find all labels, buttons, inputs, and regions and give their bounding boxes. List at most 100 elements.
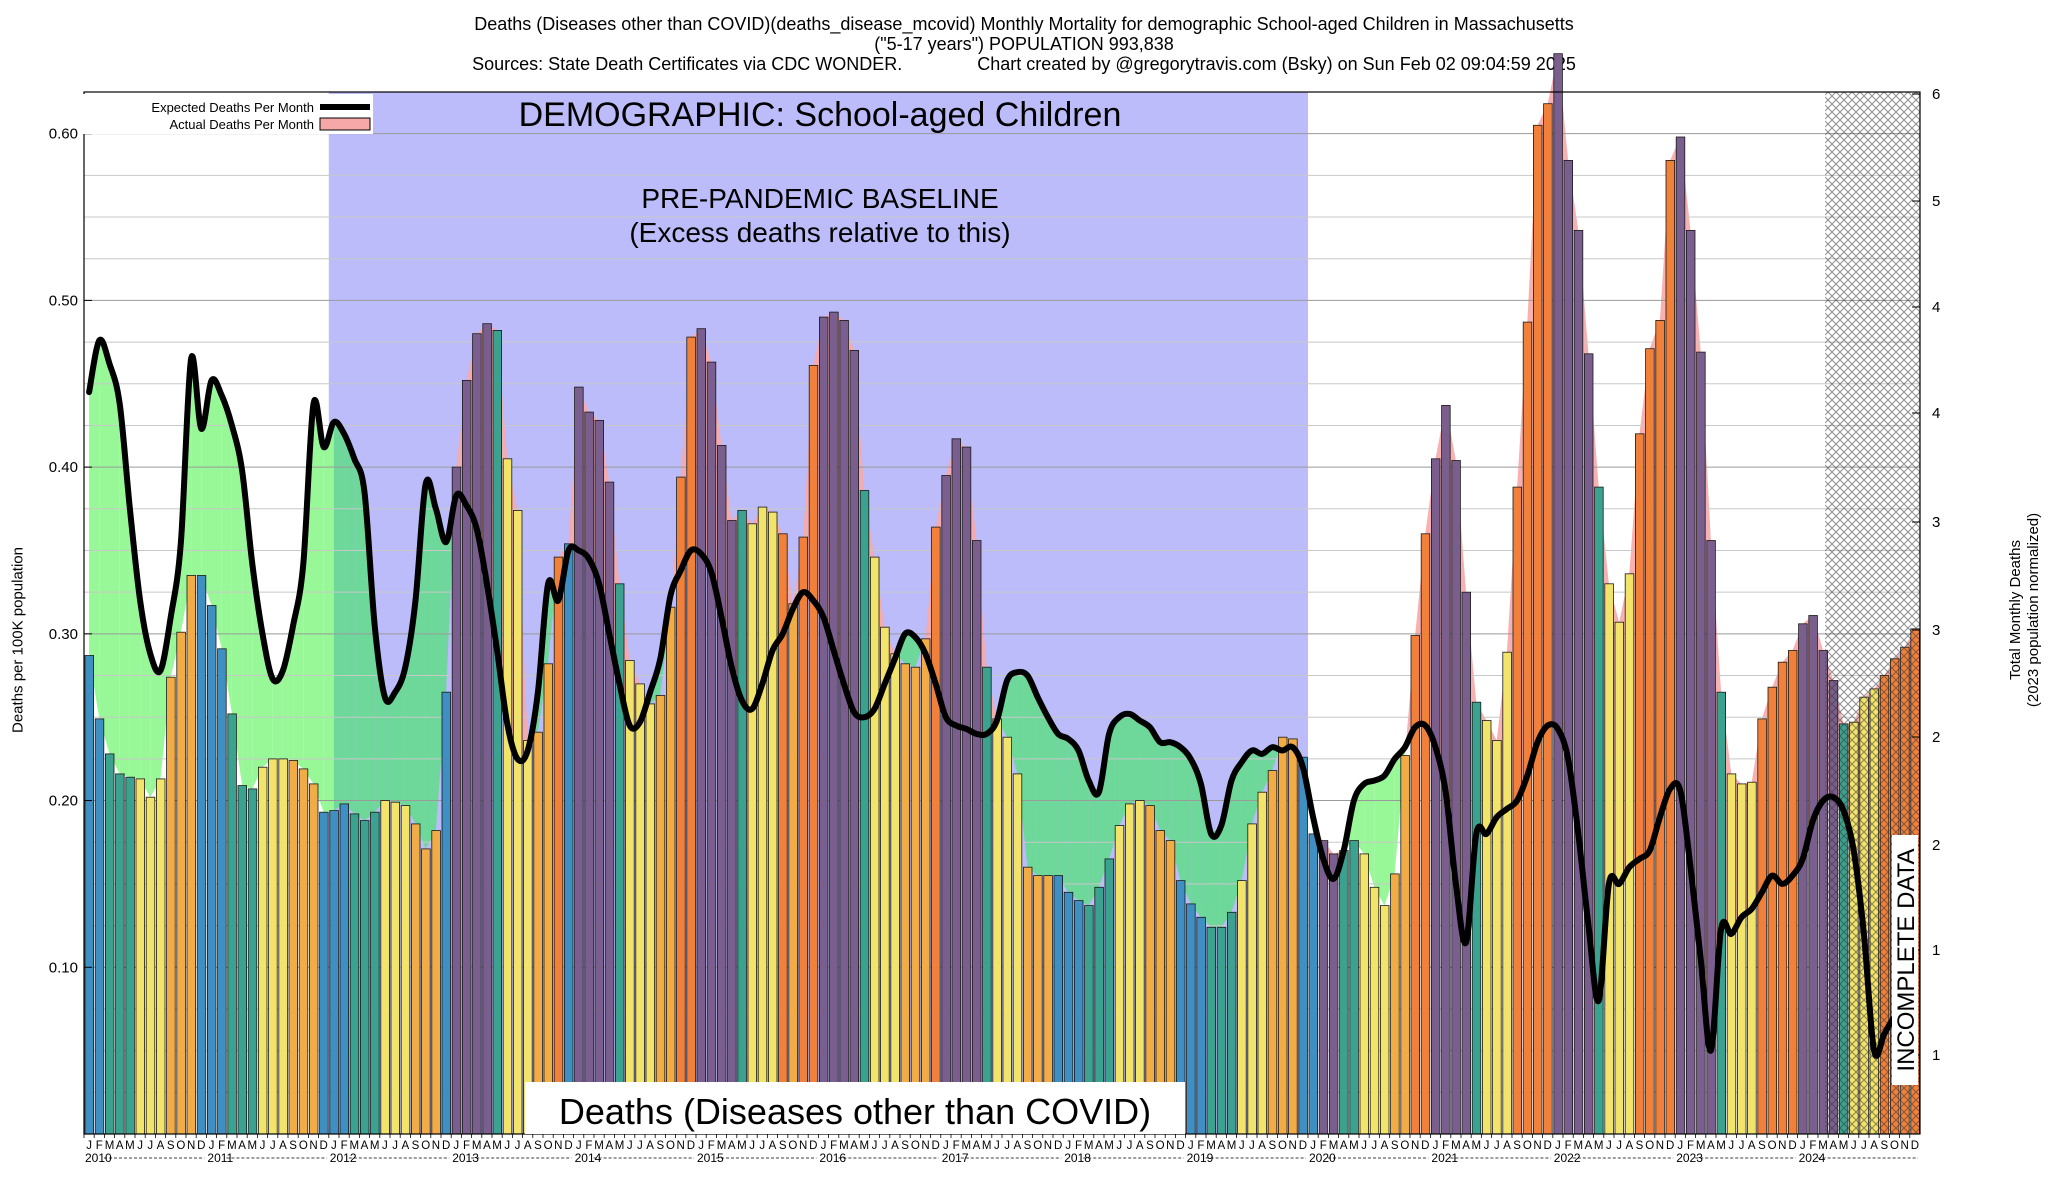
bar-actual: [1788, 650, 1798, 1135]
x-month-label: F: [96, 1140, 103, 1152]
bar-actual: [941, 475, 951, 1135]
x-month-label: F: [1075, 1140, 1082, 1152]
bar-actual: [747, 523, 758, 1135]
bar-actual: [135, 778, 146, 1135]
bar-actual: [380, 800, 390, 1135]
bar-actual: [513, 510, 523, 1135]
bar-actual: [176, 631, 186, 1135]
x-year-label: 2013: [452, 1151, 479, 1165]
y-left-tick-label: 0.40: [49, 459, 78, 476]
chart-subtitle: ("5-17 years") POPULATION 993,838: [874, 34, 1174, 54]
x-month-label: J: [943, 1140, 949, 1152]
bar-actual: [339, 803, 350, 1135]
bar-actual: [666, 606, 676, 1135]
x-month-label: N: [432, 1140, 440, 1152]
bar-actual: [788, 603, 798, 1135]
x-month-label: O: [299, 1140, 308, 1152]
bar-actual: [1543, 103, 1553, 1135]
bar-actual: [1247, 823, 1257, 1135]
x-month-label: N: [921, 1140, 929, 1152]
x-month-label: M: [860, 1140, 870, 1152]
x-month-label: F: [953, 1140, 960, 1152]
x-month-label: M: [1451, 1140, 1461, 1152]
bar-actual: [829, 311, 839, 1135]
gap-area-segment: [395, 667, 406, 806]
x-year-label: 2023: [1676, 1151, 1703, 1165]
bar-actual: [1012, 773, 1023, 1135]
x-month-label: J: [1127, 1140, 1133, 1152]
bar-actual: [1645, 348, 1655, 1135]
x-month-label: F: [1565, 1140, 1572, 1152]
x-month-label: D: [197, 1140, 205, 1152]
x-month-label: A: [1625, 1140, 1633, 1152]
gap-area-segment: [1200, 783, 1212, 928]
bar-actual: [1257, 791, 1268, 1135]
bar-actual: [584, 411, 594, 1135]
bar-actual: [951, 438, 962, 1135]
y-left-tick-label: 0.50: [49, 292, 78, 309]
bar-actual: [319, 811, 329, 1135]
x-month-label: J: [1606, 1140, 1612, 1152]
gap-area-segment: [905, 633, 916, 668]
chart-header: Deaths (Diseases other than COVID)(death…: [0, 14, 2048, 74]
x-month-label: A: [1013, 1140, 1021, 1152]
y-left-tick-label: 0.20: [49, 793, 78, 810]
x-month-label: O: [1400, 1140, 1409, 1152]
x-month-label: D: [1421, 1140, 1429, 1152]
x-month-label: J: [1555, 1140, 1561, 1152]
bar-actual: [451, 466, 462, 1135]
bar-actual: [166, 676, 176, 1135]
baseline-sublabel: (Excess deaths relative to this): [629, 217, 1010, 248]
x-month-label: M: [1696, 1140, 1706, 1152]
bar-actual: [268, 758, 278, 1135]
bar-actual: [482, 323, 492, 1135]
legend-expected-label: Expected Deaths Per Month: [151, 100, 314, 115]
bar-actual: [1308, 833, 1319, 1135]
x-month-label: A: [1217, 1140, 1225, 1152]
x-month-label: J: [1065, 1140, 1071, 1152]
x-month-label: D: [1911, 1140, 1919, 1152]
bar-actual: [1267, 770, 1278, 1135]
bar-actual: [870, 556, 880, 1135]
bar-actual: [298, 768, 309, 1135]
x-month-label: J: [821, 1140, 827, 1152]
bar-actual: [900, 663, 911, 1135]
gap-area-segment: [354, 458, 365, 821]
x-month-label: J: [1188, 1140, 1194, 1152]
bar-actual: [706, 361, 717, 1135]
y-right-tick-label: 1: [1932, 942, 1940, 959]
gap-area-segment: [89, 340, 100, 719]
x-month-label: N: [187, 1140, 195, 1152]
x-month-label: M: [737, 1140, 747, 1152]
bar-actual: [125, 776, 135, 1135]
bar-actual: [564, 543, 574, 1135]
x-month-label: J: [1116, 1140, 1122, 1152]
y-right-tick-label: 3: [1932, 622, 1940, 639]
y-axis-left-label: Deaths per 100K population: [9, 547, 27, 733]
x-month-label: D: [564, 1140, 572, 1152]
x-month-label: N: [554, 1140, 562, 1152]
x-year-label: 2011: [207, 1151, 233, 1165]
x-month-label: J: [749, 1140, 755, 1152]
x-month-label: A: [850, 1140, 858, 1152]
incomplete-label: INCOMPLETE DATA: [1893, 848, 1920, 1071]
x-month-label: J: [1861, 1140, 1867, 1152]
x-month-label: A: [646, 1140, 654, 1152]
x-month-label: J: [1494, 1140, 1500, 1152]
bar-actual: [819, 316, 829, 1135]
x-month-label: A: [1381, 1140, 1389, 1152]
bar-actual: [635, 683, 645, 1135]
bar-actual: [543, 663, 554, 1135]
y-right-tick-label: 4: [1932, 405, 1940, 422]
bottom-title: Deaths (Diseases other than COVID): [559, 1091, 1151, 1132]
x-month-label: N: [799, 1140, 807, 1152]
bar-actual: [1339, 850, 1349, 1135]
x-month-label: A: [1340, 1140, 1348, 1152]
x-month-label: J: [1484, 1140, 1490, 1152]
x-month-label: J: [1677, 1140, 1683, 1152]
y-left-tick-label: 0.30: [49, 626, 78, 643]
bar-actual: [1563, 159, 1574, 1135]
x-month-label: J: [1371, 1140, 1377, 1152]
gap-area-segment: [129, 508, 141, 779]
